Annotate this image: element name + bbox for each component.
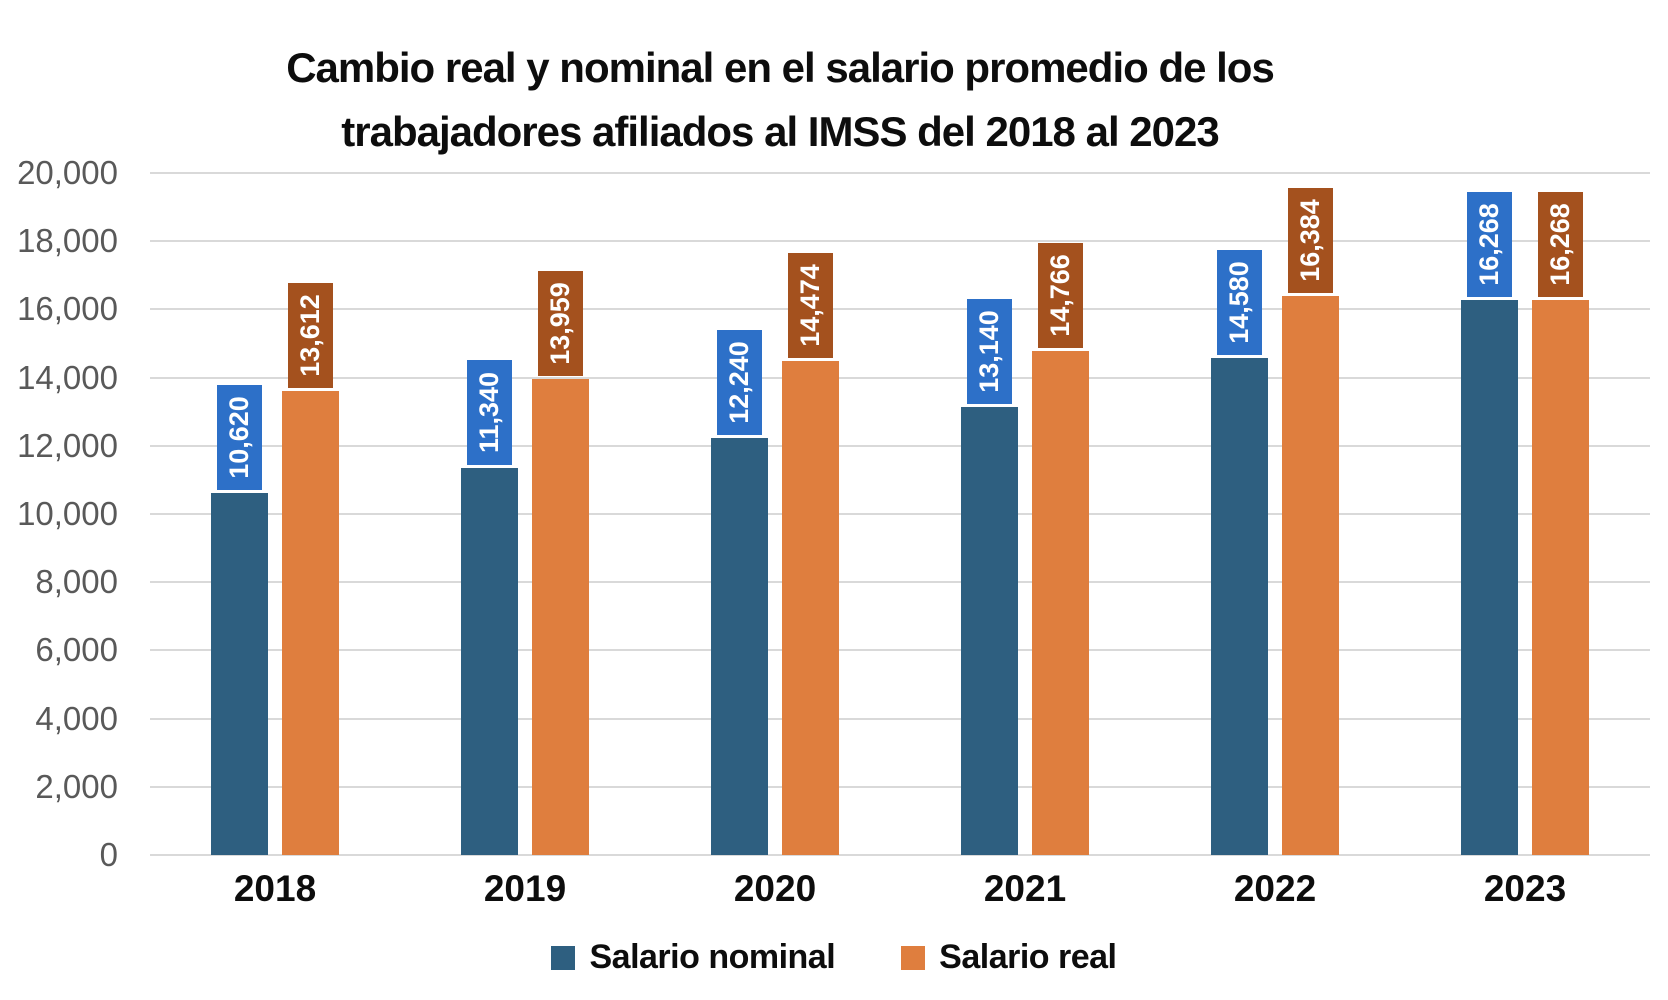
bar-fill-nominal	[211, 492, 268, 855]
bar-nominal-2020: 12,240	[711, 173, 768, 855]
bar-group-2019: 11,340 13,959	[400, 173, 650, 855]
data-label-text: 13,612	[295, 294, 325, 377]
y-tick-18000: 18,000	[17, 222, 118, 260]
bar-group-2022: 14,580 16,384	[1150, 173, 1400, 855]
data-label-text: 16,384	[1295, 199, 1325, 283]
bar-real-2020: 14,474	[782, 173, 839, 855]
bar-group-2023: 16,268 16,268	[1400, 173, 1650, 855]
bar-nominal-2018: 10,620	[211, 173, 268, 855]
data-label-text: 10,620	[224, 396, 254, 479]
gridline-12000	[150, 444, 1650, 447]
legend-swatch-real-icon	[901, 945, 926, 970]
gridline-20000	[150, 172, 1650, 174]
bar-group-2021: 13,140 14,766	[900, 173, 1150, 855]
bar-fill-real	[532, 379, 589, 855]
data-label-nominal-2021: 13,140	[967, 298, 1012, 404]
data-label-real-2022: 16,384	[1288, 188, 1333, 294]
data-label-text: 12,240	[724, 340, 754, 424]
legend: Salario nominal Salario real	[0, 938, 1668, 977]
y-tick-8000: 8,000	[35, 563, 118, 601]
bar-real-2021: 14,766	[1032, 173, 1089, 855]
gridline-2000	[150, 785, 1650, 788]
bar-fill-nominal	[961, 406, 1018, 855]
y-tick-14000: 14,000	[17, 358, 118, 396]
x-tick-2019: 2019	[483, 868, 567, 909]
legend-swatch-nominal-icon	[551, 945, 576, 970]
gridline-14000	[150, 376, 1650, 379]
bar-real-2023: 16,268	[1532, 173, 1589, 855]
x-axis: 2018 2019 2020 2021 2022 2023	[150, 868, 1650, 910]
data-label-real-2023: 16,268	[1538, 192, 1583, 298]
data-label-text: 13,140	[974, 310, 1004, 393]
data-label-text: 14,474	[795, 264, 825, 348]
legend-item-nominal: Salario nominal	[551, 938, 836, 977]
bar-nominal-2021: 13,140	[961, 173, 1018, 855]
y-tick-16000: 16,000	[17, 290, 118, 328]
bar-real-2018: 13,612	[282, 173, 339, 855]
legend-label-nominal: Salario nominal	[589, 938, 836, 976]
gridline-6000	[150, 649, 1650, 652]
bar-group-2018: 10,620 13,612	[150, 173, 400, 855]
gridline-8000	[150, 581, 1650, 584]
x-tick-2021: 2021	[983, 868, 1067, 909]
data-label-nominal-2023: 16,268	[1467, 192, 1512, 298]
data-label-real-2019: 13,959	[538, 271, 583, 376]
x-tick-2022: 2022	[1233, 868, 1317, 909]
bar-real-2022: 16,384	[1282, 173, 1339, 855]
bar-fill-real	[1032, 351, 1089, 855]
y-tick-0: 0	[99, 836, 118, 873]
bar-fill-nominal	[711, 437, 768, 855]
data-label-real-2018: 13,612	[288, 282, 333, 388]
legend-label-real: Salario real	[939, 938, 1117, 976]
data-label-nominal-2018: 10,620	[217, 384, 262, 490]
y-tick-2000: 2,000	[35, 767, 118, 805]
data-label-text: 14,580	[1224, 261, 1254, 344]
legend-item-real: Salario real	[901, 938, 1117, 977]
bar-fill-nominal	[461, 468, 518, 855]
data-label-text: 14,766	[1045, 254, 1075, 338]
bar-nominal-2019: 11,340	[461, 173, 518, 855]
bar-nominal-2022: 14,580	[1211, 173, 1268, 855]
bar-fill-real	[782, 361, 839, 855]
x-tick-2023: 2023	[1483, 868, 1567, 909]
y-tick-20000: 20,000	[17, 154, 118, 191]
data-label-text: 11,340	[474, 372, 504, 454]
gridline-0	[150, 854, 1650, 856]
bar-fill-real	[1282, 296, 1339, 855]
x-tick-2018: 2018	[233, 868, 317, 909]
gridline-16000	[150, 308, 1650, 311]
chart-title-line1: Cambio real y nominal en el salario prom…	[286, 44, 1275, 91]
data-label-text: 16,268	[1474, 203, 1504, 287]
y-tick-6000: 6,000	[35, 631, 118, 669]
bar-real-2019: 13,959	[532, 173, 589, 855]
gridline-18000	[150, 240, 1650, 243]
chart-title-line2: trabajadores afiliados al IMSS del 2018 …	[341, 108, 1219, 155]
bar-nominal-2023: 16,268	[1461, 173, 1518, 855]
bar-group-2020: 12,240 14,474	[650, 173, 900, 855]
y-tick-10000: 10,000	[17, 495, 118, 532]
bar-fill-nominal	[1211, 357, 1268, 855]
y-axis: 0 2,000 4,000 6,000 8,000 10,000 12,000 14,000 1…	[0, 154, 118, 873]
gridline-4000	[150, 717, 1650, 720]
x-tick-2020: 2020	[733, 868, 817, 909]
plot-area: 10,620 13,612 11,340 13,959 12,240	[150, 172, 1650, 856]
data-label-real-2020: 14,474	[788, 253, 833, 359]
bar-fill-real	[1532, 300, 1589, 855]
data-label-nominal-2019: 11,340	[467, 360, 512, 466]
y-tick-4000: 4,000	[35, 699, 118, 737]
gridline-10000	[150, 513, 1650, 515]
y-tick-12000: 12,000	[17, 426, 118, 464]
data-label-text: 13,959	[545, 282, 575, 365]
data-label-real-2021: 14,766	[1038, 243, 1083, 349]
data-label-text: 16,268	[1545, 203, 1575, 287]
bar-fill-real	[282, 390, 339, 855]
data-label-nominal-2022: 14,580	[1217, 249, 1262, 355]
chart-title: Cambio real y nominal en el salario prom…	[0, 36, 1560, 164]
data-label-nominal-2020: 12,240	[717, 329, 762, 435]
bar-fill-nominal	[1461, 300, 1518, 855]
